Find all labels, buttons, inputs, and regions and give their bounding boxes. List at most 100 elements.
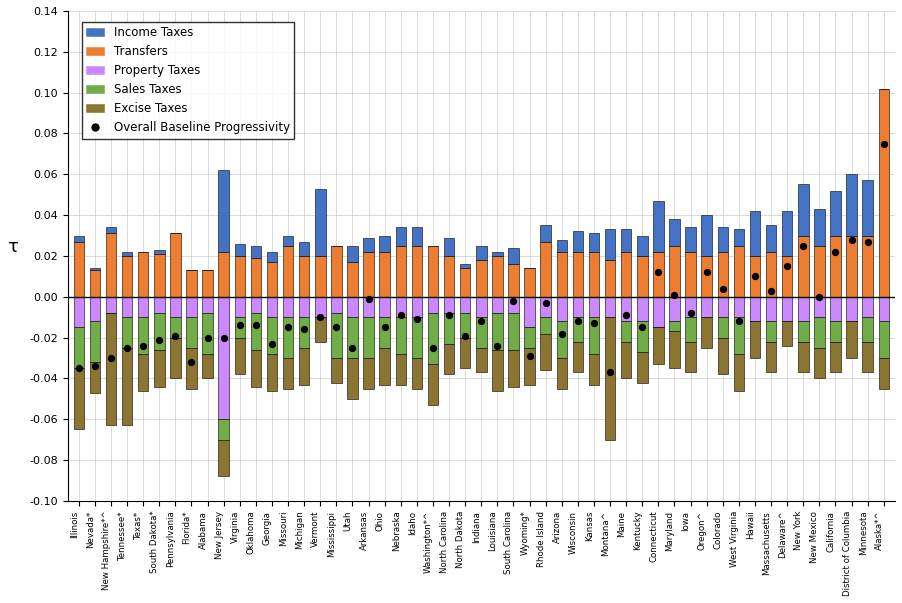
Bar (815, 317, 824, 348)
Bar (170, 338, 180, 379)
Bar (879, 358, 889, 389)
Overall Baseline Progressivity (410, 314, 424, 324)
Bar (299, 242, 309, 256)
Overall Baseline Progressivity (732, 317, 746, 326)
Overall Baseline Progressivity (651, 268, 666, 277)
Bar (380, 317, 390, 348)
Overall Baseline Progressivity (345, 343, 360, 353)
Bar (557, 252, 567, 297)
Bar (621, 252, 631, 297)
Bar (444, 344, 455, 374)
Overall Baseline Progressivity (200, 333, 215, 343)
Bar (476, 317, 486, 348)
Bar (605, 297, 615, 317)
Overall Baseline Progressivity (619, 311, 633, 320)
Bar (138, 252, 149, 297)
Bar (540, 317, 551, 333)
Bar (476, 297, 486, 317)
Bar (669, 332, 680, 368)
Bar (283, 246, 293, 297)
Bar (653, 201, 664, 252)
Overall Baseline Progressivity (458, 331, 473, 341)
Bar (557, 321, 567, 358)
Bar (380, 348, 390, 385)
Bar (686, 342, 695, 372)
Overall Baseline Progressivity (828, 247, 842, 257)
Overall Baseline Progressivity (844, 235, 859, 244)
Bar (524, 348, 535, 385)
Bar (122, 348, 133, 425)
Bar (476, 348, 486, 372)
Overall Baseline Progressivity (538, 298, 553, 308)
Bar (89, 321, 100, 362)
Bar (138, 354, 149, 391)
Bar (573, 317, 583, 342)
Bar (830, 297, 841, 321)
Bar (235, 297, 245, 317)
Bar (621, 297, 631, 321)
Bar (89, 297, 100, 321)
Bar (267, 252, 277, 262)
Bar (428, 364, 438, 405)
Bar (170, 233, 180, 297)
Bar (299, 297, 309, 317)
Bar (589, 317, 599, 354)
Bar (331, 246, 342, 297)
Bar (508, 248, 519, 264)
Overall Baseline Progressivity (796, 241, 811, 251)
Bar (557, 239, 567, 252)
Bar (267, 297, 277, 317)
Bar (557, 297, 567, 321)
Y-axis label: τ: τ (7, 238, 18, 256)
Bar (347, 317, 358, 358)
Overall Baseline Progressivity (522, 351, 537, 361)
Bar (235, 244, 245, 256)
Bar (653, 252, 664, 297)
Bar (251, 246, 261, 258)
Overall Baseline Progressivity (555, 329, 569, 338)
Overall Baseline Progressivity (152, 335, 167, 344)
Bar (347, 358, 358, 399)
Overall Baseline Progressivity (715, 284, 730, 294)
Bar (766, 321, 777, 342)
Bar (380, 236, 390, 252)
Bar (122, 256, 133, 297)
Bar (299, 317, 309, 348)
Bar (106, 233, 116, 297)
Bar (798, 297, 808, 321)
Bar (589, 233, 599, 252)
Bar (492, 350, 502, 391)
Overall Baseline Progressivity (281, 323, 295, 332)
Bar (524, 327, 535, 348)
Bar (202, 270, 213, 297)
Bar (653, 327, 664, 364)
Overall Baseline Progressivity (506, 296, 520, 306)
Overall Baseline Progressivity (877, 139, 891, 148)
Bar (202, 354, 213, 379)
Bar (718, 297, 728, 317)
Bar (508, 297, 519, 313)
Bar (830, 342, 841, 372)
Bar (733, 317, 744, 354)
Bar (267, 317, 277, 354)
Bar (347, 246, 358, 262)
Overall Baseline Progressivity (297, 324, 311, 334)
Bar (846, 174, 857, 236)
Bar (74, 242, 84, 297)
Bar (605, 229, 615, 260)
Bar (154, 313, 164, 350)
Overall Baseline Progressivity (377, 323, 391, 332)
Bar (218, 440, 229, 476)
Bar (299, 256, 309, 297)
Bar (331, 313, 342, 358)
Bar (251, 350, 261, 387)
Bar (218, 170, 229, 252)
Bar (621, 229, 631, 252)
Bar (460, 264, 471, 268)
Bar (218, 252, 229, 297)
Bar (364, 297, 373, 317)
Bar (186, 317, 197, 348)
Bar (830, 191, 841, 236)
Bar (733, 354, 744, 391)
Bar (74, 368, 84, 429)
